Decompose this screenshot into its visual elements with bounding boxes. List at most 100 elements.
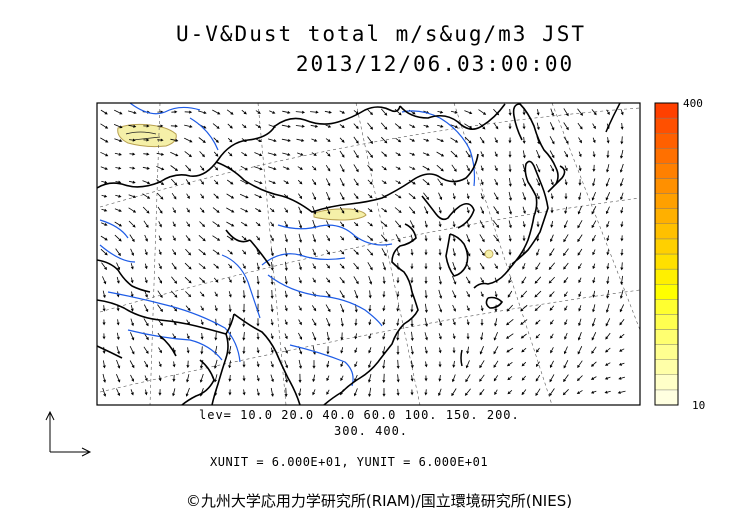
north-east-arrows [45,410,92,457]
wind-vector [578,277,582,284]
wind-vector [100,123,109,129]
wind-vector [295,110,306,114]
wind-vector [158,347,162,354]
wind-vector [102,333,106,340]
wind-vector [438,262,442,271]
wind-vector [324,110,332,114]
wind-vector [214,165,219,171]
wind-vector [240,207,249,213]
wind-vector [620,275,624,285]
wind-vector [549,248,555,257]
wind-vector [508,206,512,215]
wind-vector [395,180,402,184]
wind-vector [298,319,302,326]
wind-vector [311,318,317,326]
contour-levels-line2: 300. 400. [334,424,409,438]
wind-vector [480,193,484,200]
colorbar-cell [654,178,679,194]
wind-vector [452,261,457,271]
wind-vector [199,277,206,283]
wind-vector [227,249,233,255]
wind-vector [577,122,583,130]
wind-vector [158,263,162,270]
wind-vector [550,234,554,243]
wind-vector [102,290,106,299]
wind-vector [549,136,555,145]
wind-vector [438,249,442,256]
lat-lon-gridlines [99,103,640,405]
wind-vector [213,193,219,199]
wind-vector [479,374,485,382]
wind-vector [228,331,232,342]
wind-vector [228,263,233,269]
dust-concentration-areas [117,123,494,259]
wind-vector [283,180,290,184]
colorbar-cell [654,268,679,285]
wind-vector [536,207,540,214]
wind-vector [312,360,316,369]
wind-vector [115,166,122,170]
wind-vector [353,388,358,397]
wind-vector [129,166,136,170]
wind-vector [270,361,274,368]
wind-vector [100,137,109,143]
wind-vector [620,235,624,242]
wind-vector [550,333,554,339]
wind-vector [424,276,428,285]
wind-vector [311,165,317,171]
wind-vector [395,137,402,143]
wind-vector [325,291,331,298]
wind-vector [522,177,527,187]
wind-vector [256,375,260,382]
wind-vector [340,332,344,341]
wind-vector [367,122,374,130]
wind-vector [115,248,121,257]
wind-vector [479,136,485,144]
wind-vector [186,347,190,354]
wind-vector [620,109,624,116]
wind-vector [310,110,319,114]
wind-vector [438,375,442,382]
wind-vector [102,276,107,285]
wind-vector [298,277,302,284]
wind-vector [326,360,330,368]
wind-vector [339,192,345,201]
wind-vector [185,387,190,397]
wind-vector [494,304,498,313]
wind-vector [102,305,106,312]
wind-vector [479,234,485,243]
wind-vector [578,305,582,312]
wind-vector [424,375,428,382]
wind-vector [185,305,191,312]
wind-vector [101,194,108,198]
wind-vector [494,318,498,327]
wind-vector [270,347,274,354]
wind-vector [410,375,414,382]
wind-vector [408,193,416,200]
wind-vector [353,222,359,227]
wind-vector [506,347,514,353]
colorbar-cell [654,299,679,315]
wind-vector [116,388,121,397]
wind-vector [228,304,232,313]
wind-vector [270,248,274,257]
wind-vector [466,179,470,186]
wind-vector [296,138,305,142]
wind-vector [367,248,374,256]
wind-vector [479,346,484,355]
wind-vector [450,150,458,158]
wind-vector [254,194,263,199]
wind-vector [200,332,204,340]
wind-vector [172,374,176,382]
wind-vector [410,389,414,396]
wind-vector [114,208,122,212]
colorbar-max-label: 400 [683,97,703,110]
wind-vector [548,262,556,270]
wind-vector [353,136,359,144]
wind-vector [186,207,190,213]
wind-vector [213,263,220,269]
wind-vector [297,179,303,185]
wind-vector [172,388,176,397]
wind-vector [325,164,331,172]
wind-vector [130,305,134,312]
